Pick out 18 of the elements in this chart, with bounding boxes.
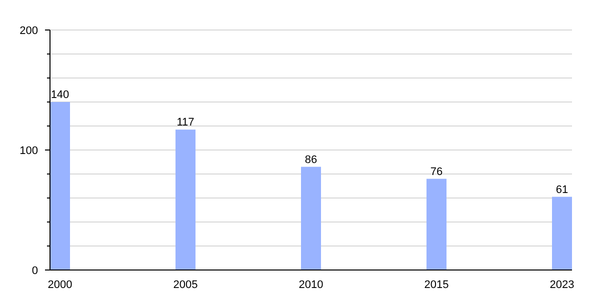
bar (50, 102, 70, 270)
bar (176, 130, 196, 270)
data-label: 86 (304, 154, 318, 166)
data-label: 76 (430, 166, 443, 178)
data-label: 140 (50, 89, 70, 101)
x-tick-label: 2005 (173, 278, 198, 291)
x-tick-label: 2000 (48, 278, 72, 291)
bar (301, 166, 321, 270)
x-tick-label: 2010 (298, 278, 324, 291)
x-tick-label: 2023 (550, 278, 574, 291)
x-tick-label: 2015 (424, 278, 449, 291)
bar (426, 178, 446, 270)
bar (552, 196, 572, 270)
y-tick-label: 100 (20, 144, 38, 157)
y-tick-label: 0 (32, 264, 38, 277)
y-tick-label: 200 (20, 24, 38, 37)
data-label: 117 (176, 116, 194, 129)
data-label: 61 (556, 184, 568, 196)
